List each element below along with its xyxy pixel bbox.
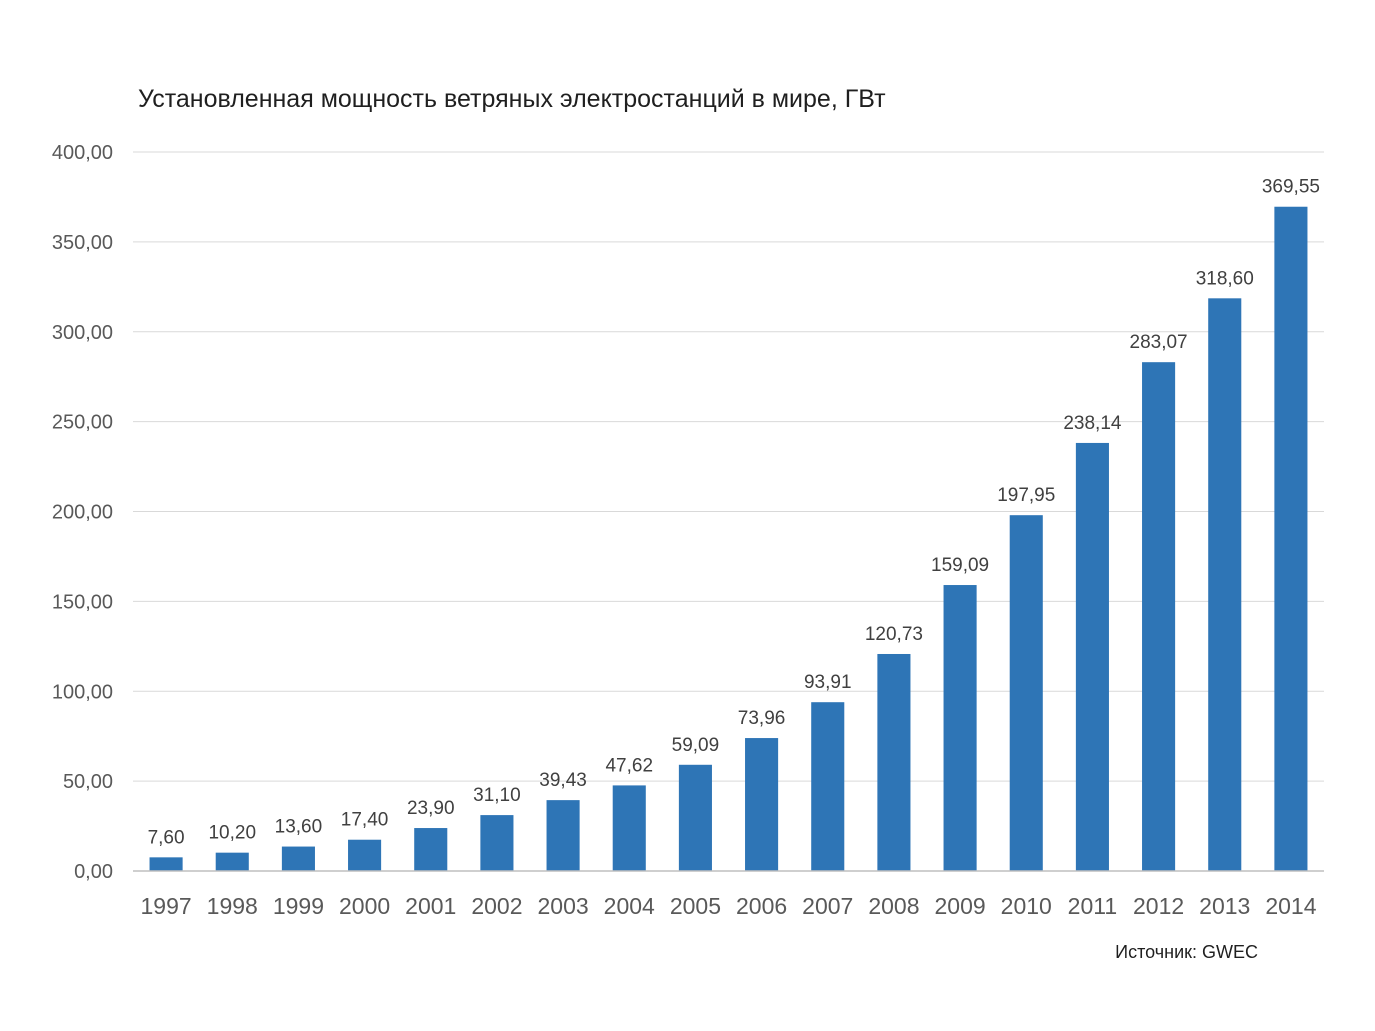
data-label-2006: 73,96 [738,708,786,729]
y-axis-tick-labels: 0,00 50,00 100,00 150,00 200,00 250,00 300,00 3… [52,142,113,883]
bar-2000 [348,839,382,871]
x-tick-label-2006: 2006 [736,893,787,919]
bar-2012 [1142,362,1176,871]
x-tick-label-2012: 2012 [1133,893,1184,919]
x-tick-label-2002: 2002 [471,893,522,919]
bar-2003 [546,800,580,871]
x-tick-label-1997: 1997 [140,893,191,919]
bar-2005 [678,764,712,871]
data-label-2012: 283,07 [1130,332,1188,353]
y-tick-label: 50,00 [63,771,113,793]
data-label-2004: 47,62 [605,755,653,776]
data-label-2011: 238,14 [1063,413,1122,434]
data-label-2003: 39,43 [539,770,587,791]
x-tick-label-2001: 2001 [405,893,456,919]
data-label-1997: 7,60 [148,827,185,848]
gridlines [133,151,1324,782]
data-label-2010: 197,95 [997,485,1055,506]
data-label-2008: 120,73 [865,624,923,645]
data-label-2000: 17,40 [341,810,389,831]
x-tick-label-1999: 1999 [273,893,324,919]
x-tick-label-2011: 2011 [1068,893,1117,919]
x-tick-label-1998: 1998 [207,893,258,919]
data-label-1999: 13,60 [275,817,323,838]
x-tick-label-2009: 2009 [934,893,985,919]
chart-title: Установленная мощность ветряных электрос… [138,85,886,113]
x-axis-tick-labels: 1997 1998 1999 2000 2001 2002 2003 2004 2005 2006… [140,893,1316,919]
bar-2009 [943,585,977,871]
x-tick-label-2004: 2004 [604,893,655,919]
bar-2013 [1208,298,1242,871]
x-tick-label-2013: 2013 [1199,893,1250,919]
x-tick-label-2007: 2007 [802,893,853,919]
x-tick-label-2010: 2010 [1001,893,1052,919]
bar-2007 [811,702,845,871]
bar-2008 [877,653,911,871]
x-tick-label-2008: 2008 [868,893,919,919]
x-tick-label-2003: 2003 [537,893,588,919]
source-note: Источник: GWEC [1115,942,1258,962]
x-tick-label-2014: 2014 [1265,893,1316,919]
data-label-1998: 10,20 [208,823,256,844]
bar-2010 [1009,515,1043,871]
data-label-2005: 59,09 [672,735,720,756]
data-label-2014: 369,55 [1262,177,1320,198]
y-tick-label: 150,00 [52,591,113,613]
bar-2001 [414,828,448,871]
data-label-2013: 318,60 [1196,268,1254,289]
bar-2006 [745,738,779,871]
data-labels: 7,60 10,20 13,60 17,40 23,90 31,10 39,43 47,62 5… [148,177,1320,849]
bar-2002 [480,815,514,871]
data-label-2002: 31,10 [473,785,521,806]
bar-2014 [1274,206,1308,871]
data-label-2007: 93,91 [804,672,852,693]
bar-2004 [612,785,646,871]
y-tick-label: 0,00 [74,861,113,883]
y-tick-label: 400,00 [52,142,113,164]
y-tick-label: 100,00 [52,681,113,703]
y-tick-label: 300,00 [52,322,113,344]
bars [149,206,1308,871]
bar-2011 [1075,442,1109,871]
bar-1999 [281,846,315,871]
data-label-2009: 159,09 [931,555,989,576]
x-tick-label-2000: 2000 [339,893,390,919]
data-label-2001: 23,90 [407,798,455,819]
x-tick-label-2005: 2005 [670,893,721,919]
y-tick-label: 350,00 [52,232,113,254]
bar-1998 [215,852,249,871]
y-tick-label: 200,00 [52,502,113,524]
y-tick-label: 250,00 [52,412,113,434]
bar-1997 [149,857,183,871]
